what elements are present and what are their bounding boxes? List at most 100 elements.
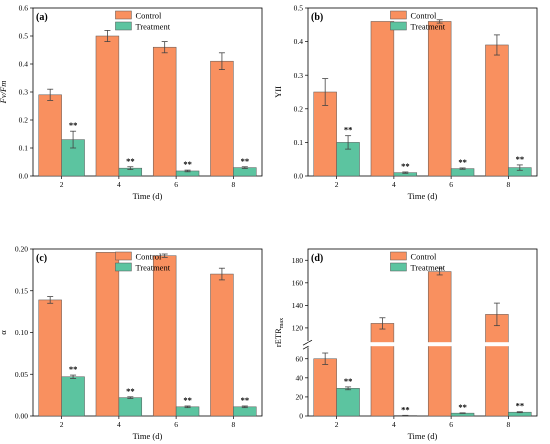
y-tick-label: 60 xyxy=(296,354,304,363)
y-axis-title: α xyxy=(0,330,8,335)
legend-swatch xyxy=(390,251,407,261)
y-tick-label: 0.3 xyxy=(294,71,304,80)
x-tick-label: 2 xyxy=(60,420,64,429)
y-tick-label: 0.2 xyxy=(294,104,304,113)
bar-control xyxy=(313,358,337,417)
bar-treatment xyxy=(233,167,257,177)
x-tick-label: 6 xyxy=(174,180,178,189)
x-tick-label: 2 xyxy=(335,180,339,189)
x-tick-label: 8 xyxy=(232,420,236,429)
panel-b: 0.0 0.1 0.2 0.3 0.4 0.5 2 ** 4 ** 6 ** 8 ** (b) Control… xyxy=(273,4,538,201)
bar-control xyxy=(427,21,452,177)
legend-label: Control xyxy=(135,252,162,262)
bar-treatment xyxy=(175,406,200,417)
y-tick-label: 0.15 xyxy=(15,286,28,295)
y-axis-title: rETRmax xyxy=(273,318,285,347)
panel-c: 0.00 0.05 0.10 0.15 0.20 2 ** 4 ** 6 ** 8 ** (c) Contr… xyxy=(0,245,263,441)
y-tick-label: 0.2 xyxy=(19,116,29,125)
legend-label: Treatment xyxy=(410,22,445,32)
panel-label: (d) xyxy=(311,253,323,264)
y-tick-label: 120 xyxy=(292,324,304,333)
legend-swatch xyxy=(115,21,132,31)
panel-a: 0.0 0.1 0.2 0.3 0.4 0.5 0.6 2 ** 4 ** 6 ** 8 ** (a) Cont… xyxy=(0,4,263,201)
bar-treatment xyxy=(336,388,360,417)
y-tick-label: 0.5 xyxy=(294,4,304,13)
bar-control xyxy=(370,323,395,417)
bar-control xyxy=(485,314,509,417)
significance-marker: ** xyxy=(516,154,525,164)
significance-marker: ** xyxy=(458,157,467,167)
legend-label: Control xyxy=(135,11,162,21)
panel-label: (c) xyxy=(36,253,47,264)
significance-marker: ** xyxy=(183,395,192,405)
significance-marker: ** xyxy=(241,395,250,405)
axis-break-gap xyxy=(304,340,311,348)
legend-swatch xyxy=(115,10,132,20)
plot-frame xyxy=(307,7,538,177)
legend-swatch xyxy=(390,262,407,272)
y-tick-label: 0.5 xyxy=(19,32,29,41)
x-tick-label: 8 xyxy=(507,180,511,189)
y-tick-label: 0.0 xyxy=(19,172,29,181)
x-tick-label: 2 xyxy=(60,180,64,189)
x-tick-label: 4 xyxy=(117,420,121,429)
bar-control xyxy=(152,46,177,177)
y-tick-label: 0.1 xyxy=(19,144,29,153)
significance-marker: ** xyxy=(183,159,192,169)
significance-marker: ** xyxy=(344,376,353,386)
x-tick-label: 8 xyxy=(232,180,236,189)
y-tick-label: 0 xyxy=(299,412,303,421)
bar-control xyxy=(38,299,62,417)
significance-marker: ** xyxy=(516,401,525,411)
panel-d: 0 20 40 60 120 140 160 180 2 ** 4 ** 6 ** 8 ** (d) Contro… xyxy=(273,248,538,441)
y-tick-label: 0.4 xyxy=(294,37,304,46)
y-tick-label: 0.6 xyxy=(19,4,29,13)
y-tick-label: 0.1 xyxy=(294,138,304,147)
y-tick-label: 20 xyxy=(296,393,304,402)
x-tick-label: 4 xyxy=(117,180,121,189)
x-tick-label: 6 xyxy=(449,180,453,189)
x-tick-label: 8 xyxy=(507,420,511,429)
significance-marker: ** xyxy=(126,156,135,166)
bar-control xyxy=(152,255,177,417)
legend-swatch xyxy=(390,21,407,31)
bar-control xyxy=(38,94,62,177)
significance-marker: ** xyxy=(344,125,353,135)
significance-marker: ** xyxy=(126,386,135,396)
y-tick-label: 0.4 xyxy=(19,60,29,69)
y-tick-label: 40 xyxy=(296,373,304,382)
x-tick-label: 4 xyxy=(392,180,396,189)
y-axis-title: YII xyxy=(273,86,283,98)
x-tick-label: 6 xyxy=(449,420,453,429)
bar-control xyxy=(370,21,395,177)
panel-label: (a) xyxy=(36,12,48,23)
bar-treatment xyxy=(118,397,143,417)
y-tick-label: 0.0 xyxy=(294,172,304,181)
legend-label: Control xyxy=(410,11,437,21)
legend-swatch xyxy=(115,251,132,261)
legend-swatch xyxy=(390,10,407,20)
y-tick-label: 140 xyxy=(292,301,304,310)
x-tick-label: 2 xyxy=(335,420,339,429)
bar-control xyxy=(95,252,120,417)
x-axis-title: Time (d) xyxy=(408,431,438,441)
bar-control xyxy=(210,273,234,417)
x-axis-title: Time (d) xyxy=(408,191,438,201)
legend-label: Treatment xyxy=(135,263,170,273)
significance-marker: ** xyxy=(401,404,410,414)
axis-break-band xyxy=(308,342,537,347)
y-tick-label: 180 xyxy=(292,256,304,265)
x-tick-label: 4 xyxy=(392,420,396,429)
x-axis-title: Time (d) xyxy=(133,431,163,441)
legend-label: Treatment xyxy=(135,22,170,32)
x-tick-label: 6 xyxy=(174,420,178,429)
bar-control xyxy=(95,35,120,177)
significance-marker: ** xyxy=(69,120,78,130)
significance-marker: ** xyxy=(458,402,467,412)
y-tick-label: 0.05 xyxy=(15,370,28,379)
legend-swatch xyxy=(115,262,132,272)
y-tick-label: 0.20 xyxy=(15,245,28,254)
y-tick-label: 0.10 xyxy=(15,328,28,337)
y-tick-label: 0.00 xyxy=(15,412,28,421)
